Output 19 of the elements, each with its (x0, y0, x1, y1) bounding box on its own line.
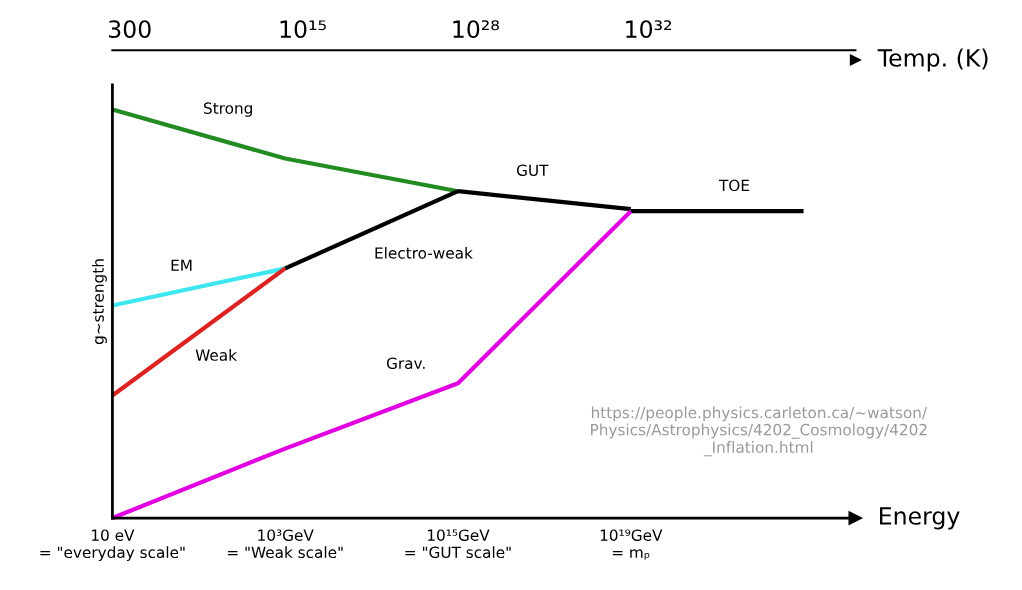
x-axis-title: Energy (880, 507, 960, 530)
x2-axis-title: Temp. (K) (877, 48, 988, 72)
series-label: Grav. (386, 357, 425, 370)
text: 10³² (626, 20, 672, 39)
x-tick-label: 10 eV = "everyday scale" (40, 529, 185, 562)
x-tick-label: 10³GeV = "Weak scale" (227, 529, 343, 559)
series-label: GUT (516, 164, 549, 176)
text: 300 (108, 20, 151, 39)
series-label: Weak (195, 349, 237, 361)
series-label: EM (171, 259, 192, 271)
series-label: Strong (204, 102, 252, 117)
x-tick-label: 10¹⁵GeV = "GUT scale" (405, 529, 511, 559)
text: 10²⁸ (453, 20, 499, 39)
series-label: TOE (718, 179, 749, 192)
y-axis-title: g~strength (92, 259, 107, 345)
series-label: Electro-weak (375, 246, 473, 259)
annotation: https://people.physics.carleton.ca/~watson/ Physics/Astrophysics/4202_Cosmology/4202 _Inflation.html (591, 406, 928, 457)
text: 10¹⁵ (280, 20, 326, 39)
x-tick-label: 10¹⁹GeV = mₚ (600, 529, 663, 560)
